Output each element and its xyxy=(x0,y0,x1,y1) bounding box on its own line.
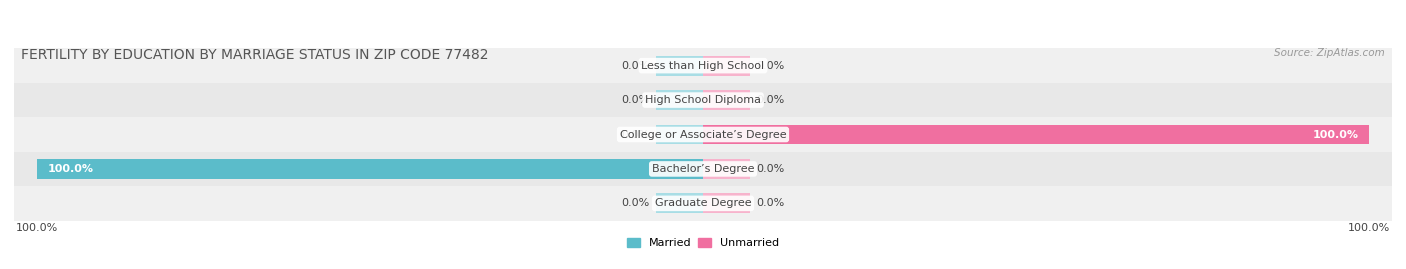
Bar xyxy=(657,125,703,144)
Text: 0.0%: 0.0% xyxy=(756,95,785,105)
Text: Graduate Degree: Graduate Degree xyxy=(655,198,751,208)
Bar xyxy=(703,56,749,76)
Text: 0.0%: 0.0% xyxy=(756,164,785,174)
Text: College or Associate’s Degree: College or Associate’s Degree xyxy=(620,129,786,140)
Text: FERTILITY BY EDUCATION BY MARRIAGE STATUS IN ZIP CODE 77482: FERTILITY BY EDUCATION BY MARRIAGE STATU… xyxy=(21,48,488,62)
Bar xyxy=(0,117,1406,152)
Bar xyxy=(0,152,1406,186)
Bar xyxy=(703,90,749,110)
Text: 100.0%: 100.0% xyxy=(1313,129,1358,140)
Bar xyxy=(0,48,1406,83)
Bar xyxy=(657,90,703,110)
Text: Bachelor’s Degree: Bachelor’s Degree xyxy=(652,164,754,174)
Text: 0.0%: 0.0% xyxy=(621,198,650,208)
Legend: Married, Unmarried: Married, Unmarried xyxy=(621,233,785,253)
Bar xyxy=(657,193,703,213)
Text: Less than High School: Less than High School xyxy=(641,61,765,71)
Text: 0.0%: 0.0% xyxy=(756,198,785,208)
Bar xyxy=(703,193,749,213)
Bar xyxy=(703,159,749,179)
Bar xyxy=(703,125,1368,144)
Bar xyxy=(0,83,1406,117)
Bar xyxy=(0,186,1406,221)
Text: Source: ZipAtlas.com: Source: ZipAtlas.com xyxy=(1274,48,1385,58)
Text: 100.0%: 100.0% xyxy=(48,164,93,174)
Bar xyxy=(38,159,703,179)
Bar xyxy=(38,159,703,179)
Text: 0.0%: 0.0% xyxy=(621,129,650,140)
Text: High School Diploma: High School Diploma xyxy=(645,95,761,105)
Bar xyxy=(657,56,703,76)
Text: 0.0%: 0.0% xyxy=(756,61,785,71)
Text: 0.0%: 0.0% xyxy=(621,61,650,71)
Text: 0.0%: 0.0% xyxy=(621,95,650,105)
Bar xyxy=(703,125,1368,144)
